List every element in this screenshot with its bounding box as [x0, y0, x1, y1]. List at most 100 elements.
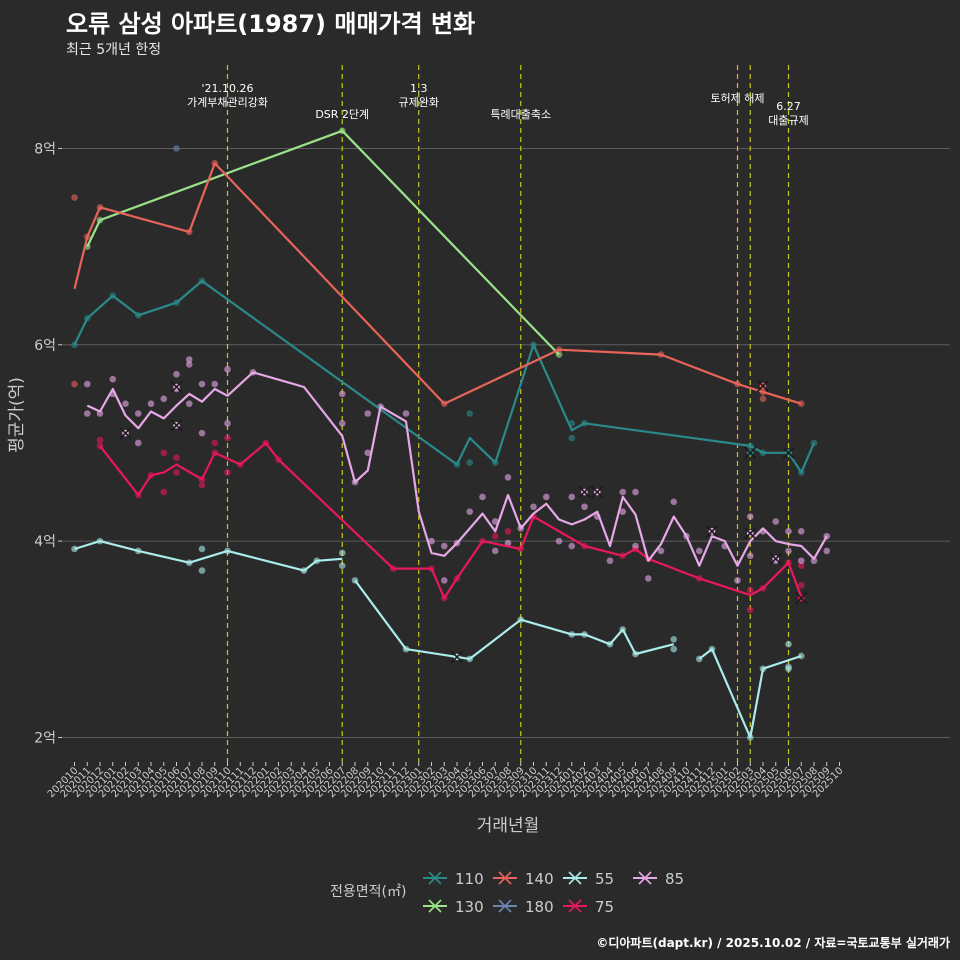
- point-85: [364, 449, 372, 457]
- point-85: [173, 370, 180, 378]
- legend-label-75: 75: [595, 898, 614, 916]
- point-85: [644, 575, 652, 582]
- point-85: [364, 410, 372, 417]
- cancel-mark-85: [170, 380, 183, 394]
- point-85: [810, 557, 818, 565]
- point-110: [568, 434, 576, 442]
- point-75: [96, 436, 104, 444]
- cancel-mark-stroke: [428, 871, 442, 885]
- point-85: [530, 503, 537, 511]
- point-180: [173, 145, 180, 152]
- point-85: [797, 557, 805, 565]
- point-85: [134, 439, 142, 447]
- point-85: [134, 410, 142, 417]
- point-85: [568, 493, 576, 501]
- cancel-mark-85: [591, 485, 604, 499]
- cancel-mark-stroke: [591, 485, 604, 499]
- point-85: [746, 552, 754, 560]
- point-75: [211, 439, 219, 447]
- point-75: [797, 581, 805, 589]
- point-55: [785, 665, 792, 673]
- series-line-55: [698, 648, 802, 739]
- point-85: [670, 498, 678, 506]
- cancel-mark-stroke: [769, 552, 782, 565]
- legend-key-mark-130: [428, 899, 442, 913]
- series-line-85: [86, 371, 828, 567]
- point-75: [504, 528, 512, 535]
- point-75: [224, 469, 231, 476]
- point-85: [224, 420, 231, 427]
- cancel-mark-85: [170, 419, 183, 432]
- cancel-mark-stroke: [756, 379, 770, 393]
- chart-subtitle: 최근 5개년 한정: [66, 42, 162, 58]
- point-85: [555, 537, 563, 545]
- cancel-mark-stroke: [498, 871, 512, 885]
- y-tick-label: 4억: [34, 534, 56, 550]
- cancel-mark-stroke: [568, 871, 582, 885]
- point-85: [504, 539, 512, 547]
- policy-annotation: '21.10.26: [201, 82, 253, 95]
- legend-key-mark-110: [428, 871, 442, 885]
- point-140: [71, 380, 78, 388]
- policy-annotation: 대출규제: [768, 114, 808, 127]
- point-55: [670, 645, 678, 653]
- point-85: [785, 547, 792, 555]
- point-85: [440, 577, 448, 584]
- cancel-mark-stroke: [170, 419, 183, 432]
- point-85: [211, 380, 219, 388]
- policy-annotation: 1.3: [410, 82, 428, 95]
- point-140: [759, 395, 767, 403]
- point-75: [198, 481, 206, 489]
- point-85: [542, 493, 550, 501]
- point-55: [198, 545, 206, 553]
- point-55: [670, 635, 678, 643]
- point-85: [147, 400, 155, 407]
- cancel-mark-stroke: [568, 899, 582, 913]
- cancel-mark-stroke: [428, 899, 442, 913]
- point-85: [402, 410, 410, 417]
- cancel-mark-stroke: [170, 380, 183, 394]
- cancel-mark-stroke: [744, 527, 757, 540]
- point-85: [504, 474, 512, 481]
- point-85: [83, 380, 91, 388]
- point-85: [160, 395, 168, 403]
- point-75: [491, 532, 499, 540]
- policy-annotation: DSR 2단계: [315, 108, 369, 121]
- legend-label-55: 55: [595, 870, 614, 888]
- point-85: [823, 547, 831, 555]
- y-tick-label: 2억: [34, 730, 56, 746]
- series-layer: [71, 127, 831, 741]
- point-85: [338, 420, 346, 427]
- cancel-mark-85: [119, 427, 132, 440]
- point-85: [606, 557, 614, 565]
- point-85: [657, 547, 665, 555]
- point-55: [785, 640, 792, 648]
- cancel-mark-stroke: [450, 650, 464, 664]
- legend-key-mark-180: [498, 899, 512, 913]
- policy-annotation: 6.27: [776, 100, 801, 113]
- point-75: [224, 434, 231, 442]
- cancel-mark-stroke: [744, 446, 757, 459]
- point-85: [109, 375, 117, 383]
- point-75: [173, 469, 180, 476]
- cancel-mark-stroke: [498, 899, 512, 913]
- legend-key-mark-75: [568, 899, 582, 913]
- legend-key-mark-55: [568, 871, 582, 885]
- cancel-mark-55: [450, 650, 464, 664]
- policy-annotation: 가계부채관리강화: [187, 96, 268, 109]
- point-85: [440, 542, 448, 550]
- legend-label-180: 180: [525, 898, 554, 916]
- point-55: [338, 549, 346, 557]
- legend-key-mark-85: [638, 871, 652, 885]
- cancel-mark-85: [705, 525, 719, 538]
- point-85: [619, 488, 627, 496]
- cancel-mark-stroke: [705, 525, 719, 538]
- cancel-mark-85: [744, 527, 757, 540]
- legend: 전용면적(㎡) 110 140 55 85 130 180 75: [330, 870, 684, 916]
- point-85: [746, 513, 754, 520]
- point-75: [173, 454, 180, 461]
- legend-title: 전용면적(㎡): [330, 884, 406, 900]
- source-caption: ©디아파트(dapt.kr) / 2025.10.02 / 자료=국토교통부 실…: [596, 936, 950, 950]
- axis-layer: 평균가(억) 거래년월 2억4억6억8억20201020201120201220…: [7, 141, 846, 836]
